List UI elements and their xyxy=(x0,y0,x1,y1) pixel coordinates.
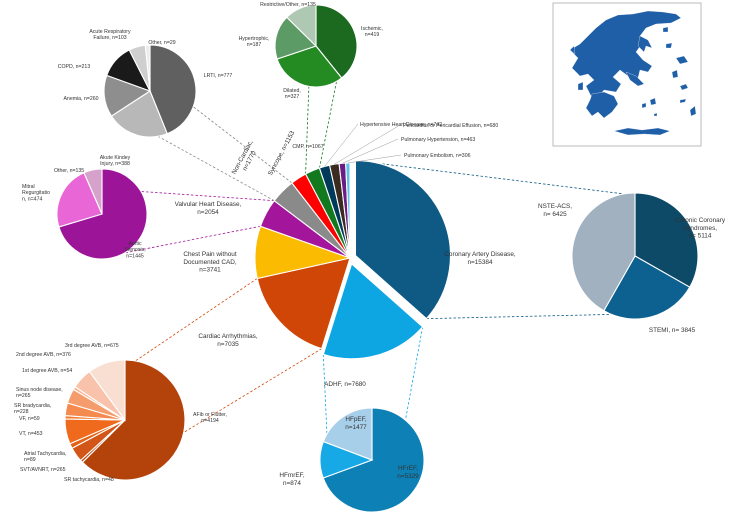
label-cmp-dilated: Dilated, n=327 xyxy=(283,88,301,100)
connector-coronary-bottom xyxy=(426,314,612,320)
label-main-pulmonary-embolism: Pulmonary Embolism, n=306 xyxy=(404,153,471,159)
pie-slices xyxy=(56,4,699,513)
leader-pulmonary-embolism xyxy=(347,154,402,164)
label-adhf-hfmref: HFmrEF, n=874 xyxy=(279,472,304,487)
label-coronary-chronic-coronary-syndromes: Chronic Coronary Syndromes, n= 5114 xyxy=(675,217,726,240)
connector-valvular-top xyxy=(140,191,275,202)
label-arrhythmias-3rd-degree-avb: 3rd degree AVB, n=675 xyxy=(65,343,119,349)
limnos-island xyxy=(665,42,673,49)
connector-cmp-b xyxy=(319,81,337,169)
slice-cmp-restrictive-other xyxy=(285,4,317,48)
slice-main-coronary-artery-disease xyxy=(354,159,451,320)
label-main-valvular-heart-disease: Valvular Heart Disease, n=2054 xyxy=(175,201,242,216)
slice-non-cardiac-akute-kindey-injury xyxy=(110,90,168,138)
slice-valvular-other xyxy=(83,168,103,215)
connector-adhf-right xyxy=(405,326,424,421)
label-cmp-hypertrophic: Hypertrophic, n=187 xyxy=(239,36,270,48)
leader-hypertensive-heart-disease xyxy=(324,123,359,167)
santorini-island xyxy=(653,112,658,117)
label-valvular-aortic-stenosis: Aortic Stenosis, n=1445 xyxy=(124,241,145,259)
connector-cmp-a xyxy=(305,86,310,175)
leader-pericarditis-or-pericardial-effusion xyxy=(334,124,401,165)
kos-island xyxy=(679,98,687,104)
kefalonia-island xyxy=(577,81,584,91)
connector-non-cardiac-a xyxy=(192,106,293,184)
chalkidiki xyxy=(637,35,653,53)
label-non-cardiac-other: Other, n=29 xyxy=(148,40,175,46)
label-coronary-nste-acs: NSTE-ACS, n= 6425 xyxy=(538,203,572,218)
slice-arrhythmias-afib-or-flutter xyxy=(81,359,186,481)
label-main-hypertensive-heart-disease: Hypertensive Heart Disease, n=742 xyxy=(360,122,442,128)
label-non-cardiac-anemia: Anemia, n=260 xyxy=(63,96,98,102)
label-non-cardiac-acute-respiratory-failure: Acute Respiratory Failure, n=103 xyxy=(89,29,131,41)
label-arrhythmias-vf: VF, n=59 xyxy=(19,416,40,422)
thasos-island xyxy=(662,26,669,33)
connector-lines xyxy=(124,81,625,435)
label-arrhythmias-sr-tachycardia: SR tachycardia, n=48 xyxy=(64,477,114,483)
slice-cmp-ischemic xyxy=(315,4,358,79)
lesvos-island xyxy=(675,55,689,65)
label-arrhythmias-afib-or-flutter: AFib or Flutter, n=4194 xyxy=(193,412,227,424)
samos-island xyxy=(679,83,689,91)
label-adhf-hfref: HFrEF, n=5329 xyxy=(397,465,419,480)
slice-valvular-aortic-stenosis xyxy=(58,168,148,260)
slice-cmp-hypertrophic xyxy=(274,16,318,60)
leader-pulmonary-hypertension xyxy=(342,138,399,164)
slice-valvular-mitral-regurgitation xyxy=(56,172,103,228)
label-arrhythmias-1st-degree-avb: 1st degree AVB, n=54 xyxy=(22,368,72,374)
slice-arrhythmias-3rd-degree-avb xyxy=(88,359,126,422)
label-main-pulmonary-hypertension: Pulmonary Hypertension, n=463 xyxy=(401,137,475,143)
connector-non-cardiac-b xyxy=(157,135,275,202)
label-adhf-hfpef: HFpEF, n=1477 xyxy=(345,416,367,431)
label-main-chest-pain-without-documented-cad: Chest Pain without Documented CAD, n=3741 xyxy=(183,251,237,274)
label-arrhythmias-svt-avnrt: SVT/AVNRT, n=265 xyxy=(20,467,66,473)
connector-adhf-left xyxy=(322,354,328,435)
connector-coronary-top xyxy=(355,160,625,195)
connector-valvular-bottom xyxy=(124,225,261,254)
slice-adhf-hfpef xyxy=(322,407,373,461)
connector-arrhythmias-top xyxy=(135,278,258,362)
label-main-adhf: ADHF, n=7680 xyxy=(324,381,366,388)
evia-island xyxy=(625,71,645,87)
label-arrhythmias-sinus-node-disease: Sinus node disease, n=265 xyxy=(16,387,63,399)
leader-lines xyxy=(324,123,402,167)
peloponnese xyxy=(585,91,619,119)
label-valvular-other: Other, n=135 xyxy=(54,168,84,174)
slice-coronary-stemi xyxy=(603,255,691,320)
label-arrhythmias-vt: VT, n=453 xyxy=(19,431,43,437)
crete-island xyxy=(613,127,671,136)
label-non-cardiac-lrti: LRTI, n=777 xyxy=(204,73,233,79)
slice-main-cardiac-arrhythmias xyxy=(256,257,351,350)
label-non-cardiac-copd: COPD, n=213 xyxy=(58,64,91,70)
label-cmp-ischemic: Ischemic, n=419 xyxy=(361,26,383,38)
label-main-coronary-artery-disease: Coronary Artery Disease, n=15384 xyxy=(444,251,516,266)
slice-coronary-chronic-coronary-syndromes xyxy=(634,192,699,288)
label-main-syncope: Syncope, n=1153 xyxy=(267,129,297,176)
label-arrhythmias-sr-bradycardia: SR bradycardia, n=228 xyxy=(14,403,51,415)
slice-cmp-dilated xyxy=(276,45,343,88)
label-cmp-restrictive-other: Restrictive/Other, n=135 xyxy=(260,2,316,8)
label-main-non-cardiac: Non-Cardiac,n=1770 xyxy=(231,139,262,179)
label-main-cardiac-arrhythmias: Cardiac Arrhythmias, n=7035 xyxy=(198,333,258,348)
greece-map-inset xyxy=(552,2,702,147)
label-main-cmp: CMP, n=1067 xyxy=(292,144,323,150)
label-arrhythmias-atrial-tachycardia: Atrial Tachycardia, n=89 xyxy=(24,451,66,463)
slice-non-cardiac-lrti xyxy=(149,44,197,135)
slice-adhf-hfref xyxy=(322,407,425,513)
slice-non-cardiac-other xyxy=(144,44,151,92)
corfu-island xyxy=(569,45,576,55)
paros-island xyxy=(641,102,647,109)
naxos-island xyxy=(649,97,657,106)
label-main-pericarditis-or-pericardial-effusion: Pericarditis or Pericardial Effusion, n=… xyxy=(403,123,498,129)
label-valvular-mitral-regurgitation: Mitral Regurgitatio n, n=474 xyxy=(22,184,50,202)
label-coronary-stemi: STEMI, n= 3845 xyxy=(649,327,696,334)
label-arrhythmias-2nd-degree-avb: 2nd degree AVB, n=376 xyxy=(16,352,71,358)
slice-main-adhf xyxy=(322,262,424,360)
label-non-cardiac-akute-kindey-injury: Akute Kindey Injury, n=388 xyxy=(100,155,131,167)
rhodes-island xyxy=(689,105,697,117)
chios-island xyxy=(671,69,679,79)
slice-coronary-nste-acs xyxy=(571,192,636,312)
